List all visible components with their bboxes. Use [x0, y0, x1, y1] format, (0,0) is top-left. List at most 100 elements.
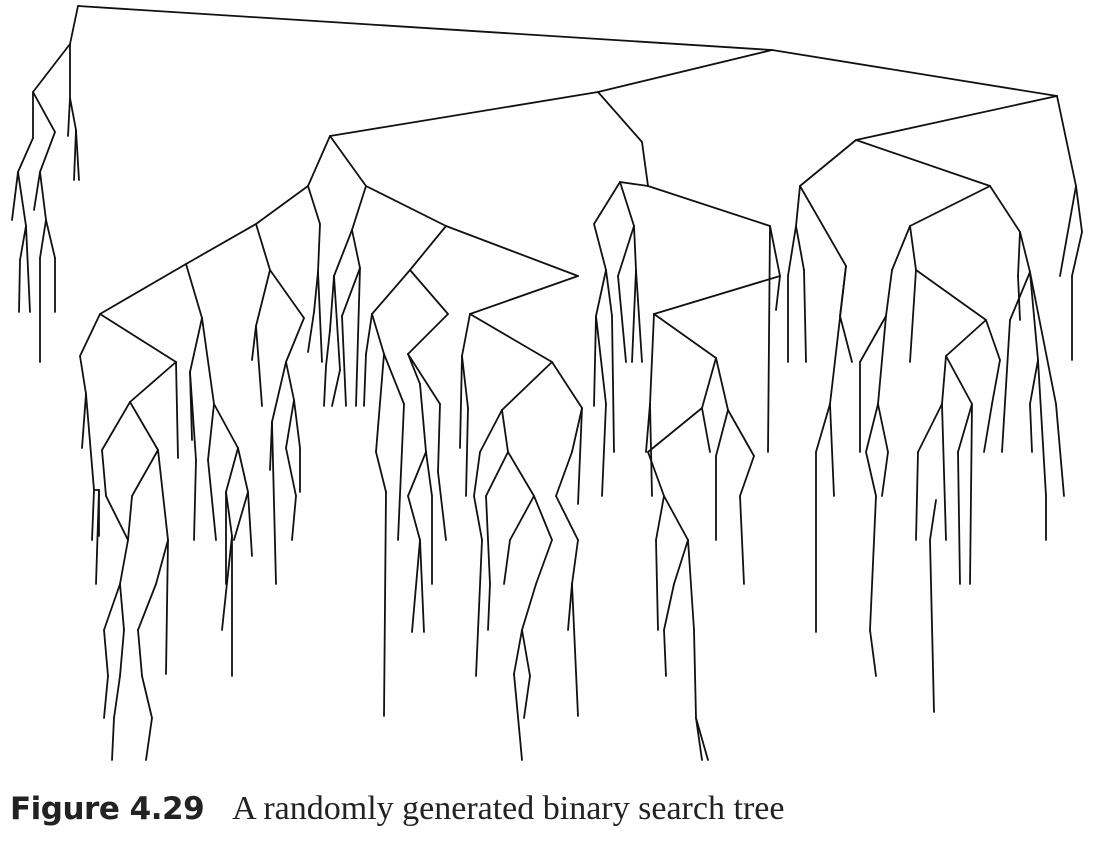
tree-edge: [411, 539, 421, 633]
tree-edge: [787, 225, 797, 277]
tree-edge: [507, 451, 535, 497]
tree-edge: [567, 583, 573, 631]
tree-edge: [33, 171, 41, 211]
tree-edge: [663, 495, 689, 541]
tree-edge: [593, 223, 607, 271]
tree-edge: [129, 361, 177, 403]
tree-edge: [473, 495, 483, 541]
tree-edge: [407, 353, 421, 385]
tree-edge: [655, 495, 665, 541]
tree-edge: [285, 447, 297, 497]
tree-edge: [593, 315, 597, 407]
tree-edge: [803, 269, 807, 363]
tree-edge: [251, 325, 257, 361]
tree-edge: [595, 315, 607, 405]
tree-edge: [333, 229, 353, 277]
tree-edge: [207, 403, 215, 461]
tree-edge: [285, 317, 305, 363]
tree-edge: [225, 491, 233, 537]
tree-edge: [103, 583, 121, 631]
tree-edge: [859, 315, 887, 363]
tree-edge: [67, 97, 71, 137]
tree-edge: [317, 223, 321, 273]
tree-edge: [271, 361, 287, 423]
tree-edge: [929, 499, 937, 541]
tree-edge: [255, 223, 271, 271]
tree-edge: [269, 269, 305, 319]
tree-edge: [739, 495, 745, 585]
tree-edge: [79, 313, 101, 357]
tree-edge: [533, 495, 553, 541]
tree-edge: [119, 539, 129, 585]
tree-edge: [469, 313, 553, 363]
tree-edge: [409, 269, 449, 315]
tree-edge: [479, 409, 503, 453]
tree-edge: [473, 451, 481, 497]
figure-label: Figure 4.29: [10, 791, 205, 827]
tree-edge: [815, 403, 831, 453]
tree-edge: [79, 355, 87, 395]
tree-edge: [673, 539, 689, 585]
tree-edge: [351, 185, 367, 231]
tree-edge: [437, 471, 447, 541]
tree-edge: [917, 403, 943, 453]
tree-edge: [1055, 403, 1065, 497]
tree-edge: [371, 313, 385, 355]
tree-edge: [17, 137, 34, 173]
tree-edge: [509, 495, 535, 541]
tree-edge: [1056, 95, 1077, 187]
tree-edge: [285, 399, 295, 449]
tree-edge: [409, 225, 447, 271]
tree-edge: [551, 361, 583, 409]
tree-edge: [1029, 403, 1033, 453]
tree-edge: [99, 313, 177, 363]
tree-edge: [941, 355, 947, 405]
tree-edge: [1029, 271, 1039, 361]
tree-edge: [155, 539, 169, 585]
tree-edge: [189, 317, 203, 373]
tree-edge: [597, 49, 773, 93]
tree-edge: [185, 263, 203, 319]
tree-edge: [1029, 271, 1057, 405]
tree-edge: [647, 451, 665, 497]
tree-edge: [145, 717, 153, 761]
tree-edge: [945, 355, 973, 405]
tree-edge: [771, 49, 1058, 97]
tree-edge: [201, 317, 215, 405]
tree-edge: [929, 539, 935, 713]
tree-edge: [375, 353, 385, 453]
tree-edge: [687, 539, 695, 631]
tree-edge: [985, 319, 1001, 361]
tree-edge: [1059, 185, 1077, 277]
tree-edge: [39, 131, 56, 173]
tree-edge: [619, 181, 635, 227]
tree-edge: [855, 139, 991, 187]
tree-edge: [271, 421, 277, 585]
tree-edge: [649, 313, 655, 405]
tree-edge: [739, 455, 755, 497]
tree-edge: [85, 393, 95, 491]
tree-edge: [869, 495, 877, 631]
tree-edge: [437, 403, 441, 473]
tree-edge: [865, 403, 879, 453]
tree-edge: [465, 407, 469, 497]
tree-edge: [877, 403, 889, 453]
tree-edge: [75, 129, 80, 181]
tree-edge: [829, 265, 847, 405]
tree-edge: [32, 91, 56, 133]
tree-edge: [425, 451, 433, 497]
tree-edge: [605, 269, 613, 317]
tree-edge: [101, 401, 131, 451]
tree-edge: [459, 355, 463, 449]
tree-edge: [323, 365, 327, 407]
tree-edge: [32, 43, 71, 93]
tree-edge: [877, 315, 887, 405]
tree-edge: [989, 185, 1021, 233]
tree-edge: [365, 185, 447, 227]
tree-edge: [601, 403, 607, 497]
tree-edge: [865, 451, 877, 497]
tree-edge: [255, 325, 263, 407]
tree-edge: [407, 495, 421, 541]
tree-edge: [307, 185, 321, 225]
tree-edge: [1001, 319, 1011, 453]
